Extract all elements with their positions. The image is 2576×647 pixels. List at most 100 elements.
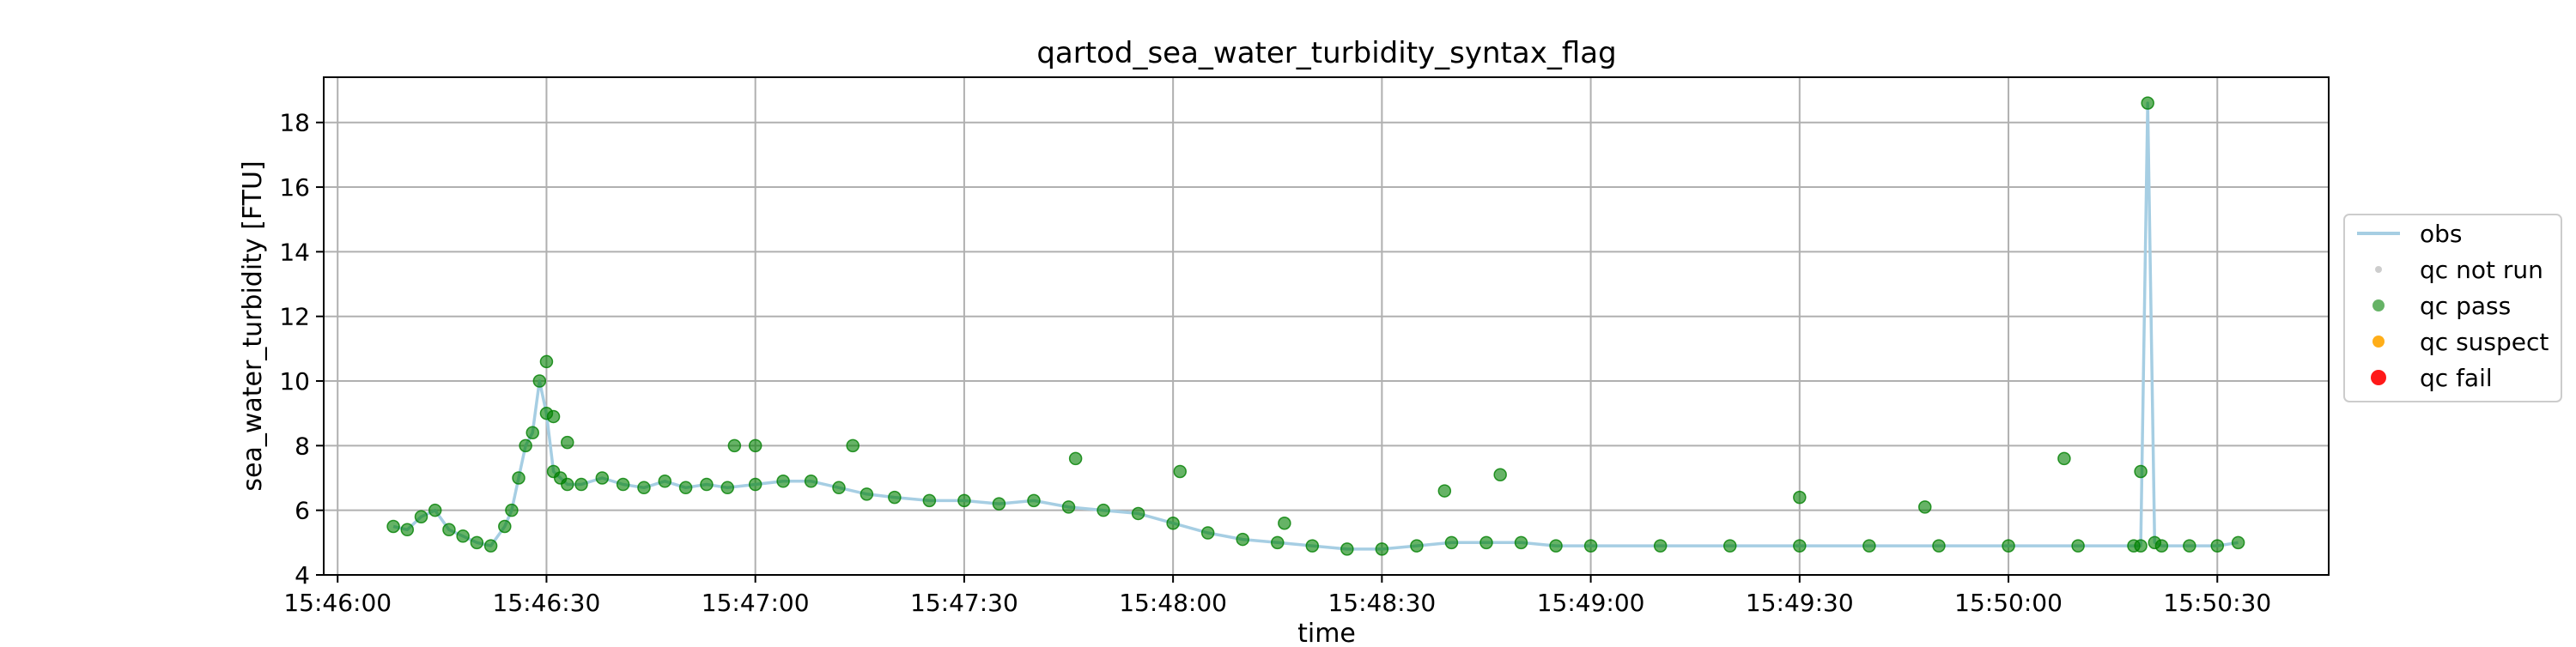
- qc-pass-point: [546, 409, 561, 424]
- qc-pass-point: [1583, 539, 1598, 553]
- qc-pass-point: [2134, 464, 2148, 479]
- qc-pass-point: [512, 471, 526, 485]
- qc-pass-point: [846, 438, 860, 453]
- qc-pass-point: [748, 477, 762, 492]
- qc-pass-point: [428, 503, 442, 517]
- y-tick-label: 14: [279, 238, 310, 266]
- qc-pass-point: [1340, 542, 1354, 556]
- legend-label: qc suspect: [2420, 328, 2549, 356]
- qc-pass-point: [519, 438, 532, 453]
- qc-pass-point: [1061, 500, 1076, 514]
- qc-pass-point: [992, 497, 1006, 511]
- x-ticks: 15:46:00 15:46:30 15:47:00 15:47:30 15:48:00…: [283, 575, 2271, 617]
- qc-pass-point: [1097, 503, 1110, 517]
- qc-pass-point: [1514, 535, 1528, 550]
- qc-pass-point: [1437, 484, 1452, 498]
- y-tick-label: 16: [279, 173, 310, 202]
- y-axis-label: sea_water_turbidity [FTU]: [238, 160, 268, 491]
- qc-pass-point: [1278, 516, 1291, 530]
- qc-pass-point: [2134, 539, 2148, 553]
- qc-pass-point: [678, 481, 693, 495]
- x-tick-label: 15:48:30: [1327, 589, 1436, 617]
- legend-swatch-qc-not-run: [2375, 266, 2382, 273]
- legend-label: qc fail: [2420, 364, 2493, 392]
- x-tick-label: 15:50:30: [2163, 589, 2271, 617]
- series-layer: [386, 96, 2245, 556]
- legend-swatch-qc-fail: [2371, 370, 2386, 385]
- x-tick-label: 15:50:00: [1954, 589, 2063, 617]
- qc-pass-point: [748, 438, 762, 453]
- qc-pass-point: [561, 477, 574, 492]
- legend-label: qc not run: [2420, 256, 2543, 284]
- qc-pass-point: [2154, 539, 2169, 553]
- qc-pass-point: [1932, 539, 1946, 553]
- qc-pass-point: [832, 481, 846, 495]
- y-tick-label: 4: [295, 561, 310, 590]
- qc-pass-point: [2002, 539, 2015, 553]
- x-tick-label: 15:46:30: [493, 589, 601, 617]
- qc-pass-point: [1236, 532, 1249, 547]
- qc-pass-point: [776, 475, 790, 488]
- chart-title: qartod_sea_water_turbidity_syntax_flag: [1036, 36, 1616, 70]
- y-tick-label: 12: [279, 303, 310, 331]
- qc-pass-point: [1722, 539, 1737, 553]
- qc-pass-point: [804, 475, 818, 488]
- qc-pass-point: [400, 523, 415, 537]
- qc-pass-point: [532, 374, 547, 388]
- y-tick-label: 18: [279, 109, 310, 137]
- qc-pass-point: [727, 438, 742, 453]
- qc-pass-point: [1270, 535, 1285, 550]
- legend-swatch-qc-pass: [2372, 299, 2385, 311]
- qc-pass-point: [2231, 535, 2245, 550]
- y-tick-label: 6: [295, 497, 310, 525]
- qc-pass-point: [1027, 493, 1041, 508]
- qc-pass-point: [1793, 539, 1807, 553]
- qc-pass-point: [574, 477, 588, 492]
- qc-pass-point: [483, 539, 498, 553]
- legend: obs qc not run qc pass qc suspect qc fail: [2343, 214, 2562, 402]
- axes-frame: [323, 76, 2330, 576]
- legend-label: obs: [2420, 220, 2463, 248]
- qc-pass-point: [860, 487, 874, 501]
- qc-pass-point: [505, 503, 519, 517]
- qc-pass-point: [442, 523, 456, 537]
- qc-pass-point: [2183, 539, 2196, 553]
- legend-box: [2343, 214, 2562, 402]
- x-tick-label: 15:47:30: [910, 589, 1018, 617]
- qc-pass-point: [1793, 490, 1807, 505]
- qc-pass-point: [922, 493, 937, 508]
- qc-pass-point: [1068, 451, 1083, 466]
- qc-pass-point: [1166, 516, 1180, 530]
- qc-pass-point: [616, 477, 630, 492]
- qc-pass-point: [1444, 535, 1459, 550]
- qc-pass-point: [1305, 539, 1320, 553]
- y-ticks: 4 6 8 10 12 14 16 18: [279, 109, 324, 590]
- qc-pass-point: [456, 529, 470, 543]
- qc-pass-point: [1918, 500, 1932, 514]
- qc-pass-point: [1479, 535, 1493, 550]
- qc-pass-point: [1173, 464, 1187, 479]
- qc-pass-point: [498, 519, 512, 534]
- qc-pass-point: [1410, 539, 1424, 553]
- qc-pass-point: [414, 510, 428, 523]
- qc-pass-point: [386, 519, 400, 534]
- x-tick-label: 15:48:00: [1119, 589, 1227, 617]
- qc-pass-point: [637, 481, 651, 495]
- x-tick-label: 15:46:00: [283, 589, 392, 617]
- qc-pass-point: [561, 435, 574, 450]
- qc-pass-point: [957, 493, 971, 508]
- x-tick-label: 15:49:00: [1537, 589, 1645, 617]
- qc-pass-point: [700, 477, 714, 492]
- qc-pass-point: [1862, 539, 1876, 553]
- qc-pass-point: [1549, 539, 1563, 553]
- qc-pass-point: [595, 471, 610, 485]
- qc-pass-point: [470, 535, 484, 550]
- qc-pass-point: [658, 475, 672, 488]
- qc-pass-point: [539, 354, 554, 369]
- qc-pass-point: [1653, 539, 1668, 553]
- legend-swatch-qc-suspect: [2372, 336, 2385, 348]
- qc-pass-point: [720, 481, 734, 495]
- qc-pass-point: [1131, 506, 1145, 521]
